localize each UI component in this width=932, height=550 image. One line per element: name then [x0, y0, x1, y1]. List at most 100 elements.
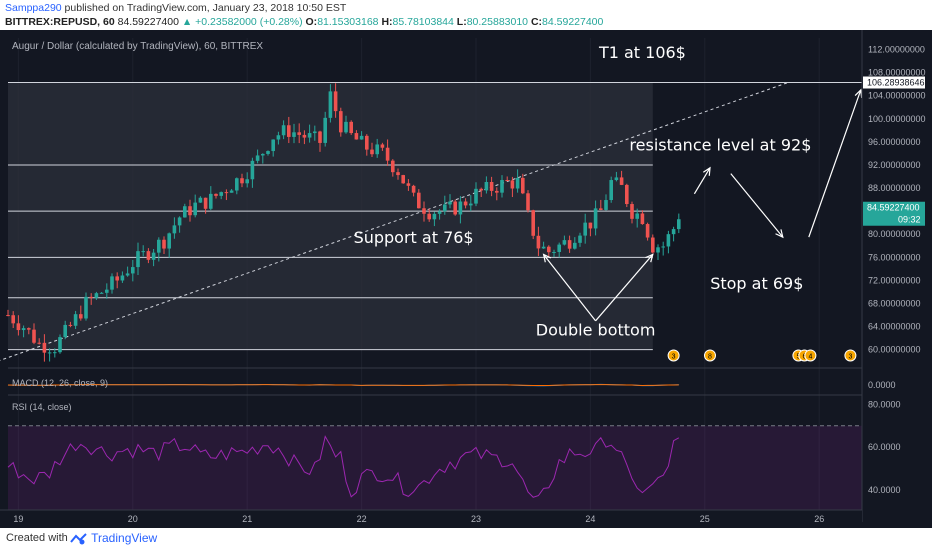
event-marker-label: 3	[672, 353, 676, 360]
candle-body	[489, 182, 494, 191]
candle-body	[521, 177, 525, 194]
candle-body	[6, 315, 10, 317]
annotation-arrows	[542, 88, 863, 322]
candle-body	[63, 324, 67, 338]
candle-body	[463, 201, 468, 206]
event-marker-label: 6	[802, 353, 806, 360]
candle-body	[635, 213, 639, 219]
time-tick-label: 19	[13, 514, 23, 524]
candle-body	[224, 192, 229, 194]
candle-body	[515, 177, 520, 189]
macd-pane	[7, 367, 862, 387]
candle-body	[307, 133, 312, 138]
candle-body	[27, 328, 31, 330]
candle-body	[547, 246, 551, 253]
candle-body	[661, 246, 665, 248]
candle-body	[593, 208, 598, 229]
candle-body	[21, 328, 26, 331]
annotation-label: resistance level at 92$	[629, 136, 811, 155]
time-tick-label: 21	[242, 514, 252, 524]
candle-body	[531, 210, 535, 236]
footer-brand-label: TradingView	[91, 531, 158, 545]
price-tick-label: 76.00000000	[868, 252, 921, 262]
annotation-arrow	[595, 254, 654, 322]
candle-body	[609, 180, 613, 201]
event-marker	[704, 349, 716, 362]
candle-body	[401, 175, 405, 184]
candle-body	[495, 190, 499, 193]
candle-body	[177, 217, 182, 226]
price-tick-label: 60.00000000	[868, 345, 921, 355]
event-marker	[844, 349, 857, 362]
rsi-pane	[7, 394, 862, 512]
candle-body	[125, 273, 130, 276]
publish-header: Samppa290 published on TradingView.com, …	[0, 0, 932, 30]
candle-body	[588, 222, 593, 229]
arrow-head	[542, 253, 552, 263]
footer-brand[interactable]: TradingView	[70, 531, 157, 545]
author-link[interactable]: Samppa290	[5, 2, 62, 14]
target-price-label: 106.28938646	[867, 78, 925, 88]
candle-body	[73, 314, 78, 326]
candle-body	[266, 151, 270, 154]
candle-body	[11, 315, 15, 324]
candle-body	[443, 204, 447, 212]
target-price-tag	[863, 76, 925, 89]
candle-body	[479, 188, 483, 191]
current-price: 84.59227400	[117, 16, 179, 28]
candle-body	[183, 206, 187, 218]
candle-body	[162, 239, 166, 249]
candle-body	[151, 252, 156, 260]
candle-body	[396, 172, 400, 176]
published-text: published on TradingView.com, January 23…	[61, 2, 347, 14]
candle-body	[47, 352, 52, 354]
price-tick-label: 92.00000000	[868, 160, 921, 170]
candle-body	[99, 292, 104, 294]
annotation-label: T1 at 106$	[598, 43, 686, 62]
candle-body	[651, 237, 655, 253]
candle-body	[318, 131, 322, 143]
candle-body	[42, 342, 47, 353]
candle-body	[625, 184, 629, 205]
candle-body	[16, 323, 21, 331]
candle-body	[614, 177, 619, 181]
price-axis[interactable]: 112.00000000 108.00000000 104.00000000 100.…	[861, 30, 932, 528]
rsi-line	[7, 435, 680, 498]
candle-body	[406, 183, 411, 186]
annotation-arrow	[730, 173, 784, 238]
candle-body	[448, 201, 452, 205]
candle-body	[359, 135, 364, 140]
candle-body	[188, 206, 192, 216]
candle-body	[328, 91, 333, 118]
symbol-name: BITTREX:REPUSD, 60	[5, 16, 115, 28]
candle-body	[557, 244, 561, 252]
candle-body	[302, 134, 307, 138]
candle-body	[84, 296, 88, 319]
candle-body	[37, 342, 41, 344]
candle-body	[422, 208, 426, 214]
price-tick-label: 112.00000000	[868, 45, 925, 55]
price-tick-label: 64.00000000	[868, 322, 921, 332]
macd-signal-line	[7, 384, 679, 386]
chart-area[interactable]: T1 at 106$ resistance level at 92$ Support…	[0, 30, 932, 528]
candle-body	[417, 192, 421, 209]
footer-created-with: Created with	[6, 532, 68, 544]
candle-body	[391, 160, 395, 173]
time-tick-label: 24	[585, 514, 595, 524]
candle-body	[583, 222, 587, 236]
event-markers: 3856433243102	[667, 349, 857, 362]
price-change: ▲ +0.23582000 (+0.28%)	[181, 16, 303, 28]
candle-body	[510, 180, 515, 189]
trendline	[0, 82, 789, 361]
event-marker-label: 8	[708, 353, 712, 360]
candle-body	[541, 246, 546, 249]
candle-body	[193, 202, 197, 216]
candle-body	[411, 185, 416, 193]
candle-body	[500, 180, 504, 193]
candle-body	[255, 155, 260, 161]
publish-info: Samppa290 published on TradingView.com, …	[5, 2, 346, 14]
candle-body	[245, 179, 249, 184]
candle-body	[141, 251, 145, 253]
candle-body	[240, 178, 244, 184]
time-axis[interactable]: 19 20 21 22 23 24 25 26	[0, 509, 862, 528]
